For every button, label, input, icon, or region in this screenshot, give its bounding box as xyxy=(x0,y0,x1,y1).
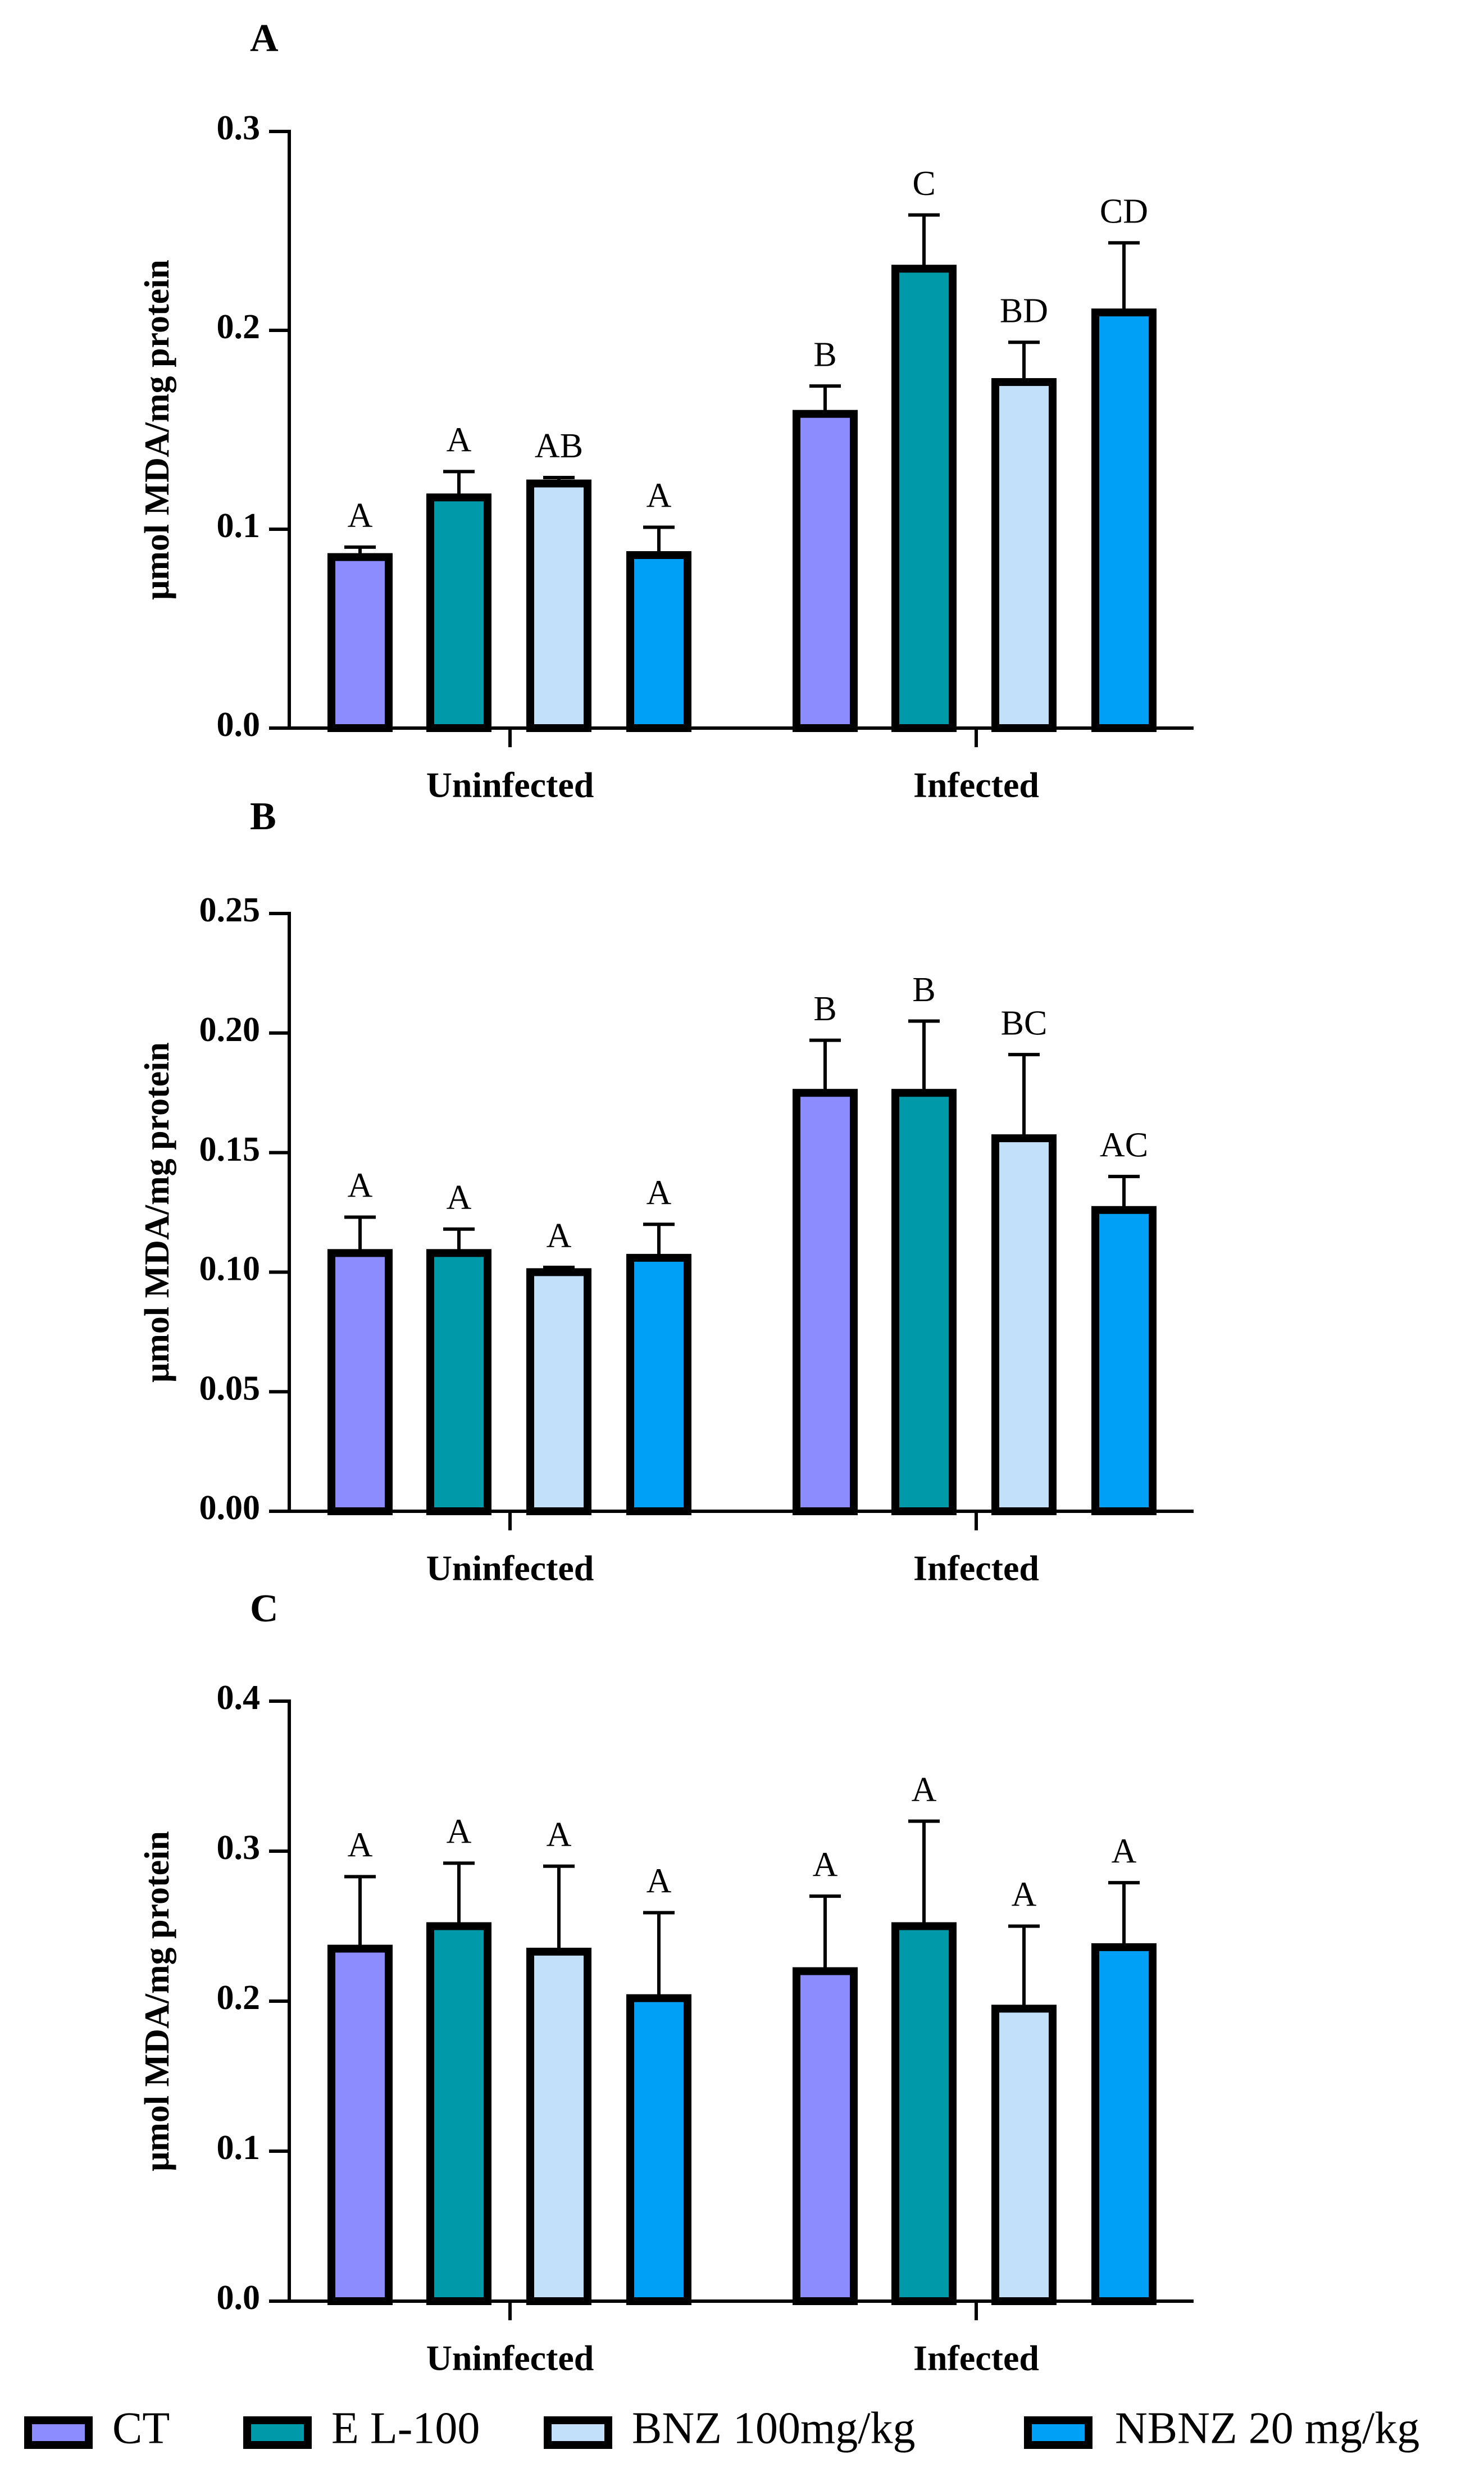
x-category-label: Infected xyxy=(913,2338,1039,2378)
y-tick-label: 0.0 xyxy=(217,2279,261,2317)
significance-label: B xyxy=(912,971,935,1009)
significance-label: AC xyxy=(1100,1126,1148,1164)
significance-label: A xyxy=(647,477,672,515)
y-tick-label: 0.2 xyxy=(217,1979,261,2017)
significance-label: A xyxy=(912,1771,937,1809)
bar xyxy=(626,551,691,733)
significance-label: C xyxy=(912,165,935,203)
y-axis-label: μmol MDA/mg protein xyxy=(138,1042,176,1383)
bar xyxy=(327,553,393,732)
bar xyxy=(626,1994,691,2305)
significance-label: A xyxy=(447,1179,472,1217)
significance-label: A xyxy=(547,1217,572,1255)
legend-swatch xyxy=(24,2416,93,2449)
bar xyxy=(426,1922,491,2305)
bar xyxy=(526,1947,591,2305)
significance-label: B xyxy=(813,990,836,1028)
y-tick-label: 0.1 xyxy=(217,2129,261,2167)
y-tick-label: 0.4 xyxy=(217,1679,261,1717)
bar xyxy=(1091,308,1157,732)
panel-letter: B xyxy=(250,795,276,838)
legend-label: BNZ 100mg/kg xyxy=(632,2403,915,2453)
y-tick-label: 0.20 xyxy=(199,1011,261,1049)
x-category-label: Uninfected xyxy=(426,2338,594,2378)
bar xyxy=(1091,1206,1157,1515)
bar xyxy=(626,1253,691,1515)
bar xyxy=(526,479,591,733)
legend-item: NBNZ 20 mg/kg xyxy=(1024,2403,1419,2453)
significance-label: A xyxy=(447,421,472,460)
legend: CT E L-100 BNZ 100mg/kg NBNZ 20 mg/kg xyxy=(24,2403,1419,2453)
significance-label: AB xyxy=(535,427,583,465)
bar xyxy=(1091,1943,1157,2305)
significance-label: A xyxy=(1112,1832,1137,1870)
significance-label: A xyxy=(348,1826,373,1865)
significance-label: A xyxy=(647,1862,672,1901)
x-category-label: Infected xyxy=(913,1548,1039,1588)
bar xyxy=(526,1268,591,1515)
significance-label: A xyxy=(1012,1876,1037,1914)
y-tick-label: 0.0 xyxy=(217,706,261,744)
x-category-label: Uninfected xyxy=(426,1548,594,1588)
legend-item: E L-100 xyxy=(243,2403,480,2453)
y-tick-label: 0.00 xyxy=(199,1489,261,1527)
panel-letter: A xyxy=(250,17,279,60)
bar xyxy=(891,1922,957,2305)
y-tick-label: 0.2 xyxy=(217,308,261,346)
legend-item: BNZ 100mg/kg xyxy=(544,2403,915,2453)
y-tick-label: 0.05 xyxy=(199,1369,261,1407)
x-category-label: Infected xyxy=(913,765,1039,805)
y-axis-label: μmol MDA/mg protein xyxy=(138,1831,176,2171)
bar xyxy=(991,2005,1057,2306)
y-tick-label: 0.25 xyxy=(199,891,261,929)
bar xyxy=(991,378,1057,732)
bar xyxy=(327,1944,393,2306)
bar xyxy=(327,1249,393,1516)
legend-label: E L-100 xyxy=(331,2403,480,2453)
legend-swatch xyxy=(243,2416,312,2449)
y-tick-label: 0.15 xyxy=(199,1130,261,1169)
significance-label: A xyxy=(447,1813,472,1851)
bar xyxy=(426,493,491,732)
bar xyxy=(793,1089,858,1515)
bar xyxy=(891,265,957,732)
significance-label: A xyxy=(547,1816,572,1854)
legend-swatch xyxy=(544,2416,612,2449)
bar xyxy=(891,1089,957,1515)
y-tick-label: 0.3 xyxy=(217,1829,261,1867)
significance-label: A xyxy=(348,497,373,535)
significance-label: CD xyxy=(1100,192,1148,230)
significance-label: A xyxy=(647,1174,672,1212)
bar xyxy=(426,1249,491,1516)
x-category-label: Uninfected xyxy=(426,765,594,805)
significance-label: BD xyxy=(1000,292,1048,330)
significance-label: B xyxy=(813,335,836,374)
bar xyxy=(991,1134,1057,1515)
y-tick-label: 0.1 xyxy=(217,507,261,545)
bar xyxy=(793,1967,858,2306)
legend-label: CT xyxy=(112,2403,170,2453)
legend-swatch xyxy=(1024,2416,1092,2449)
significance-label: A xyxy=(348,1167,373,1205)
panel-letter: C xyxy=(250,1587,279,1630)
legend-label: NBNZ 20 mg/kg xyxy=(1115,2403,1419,2453)
y-axis-label: μmol MDA/mg protein xyxy=(138,260,176,600)
legend-item: CT xyxy=(24,2403,170,2453)
bar xyxy=(793,410,858,732)
significance-label: BC xyxy=(1001,1004,1048,1042)
y-tick-label: 0.3 xyxy=(217,109,261,147)
significance-label: A xyxy=(813,1846,838,1884)
y-tick-label: 0.10 xyxy=(199,1250,261,1288)
